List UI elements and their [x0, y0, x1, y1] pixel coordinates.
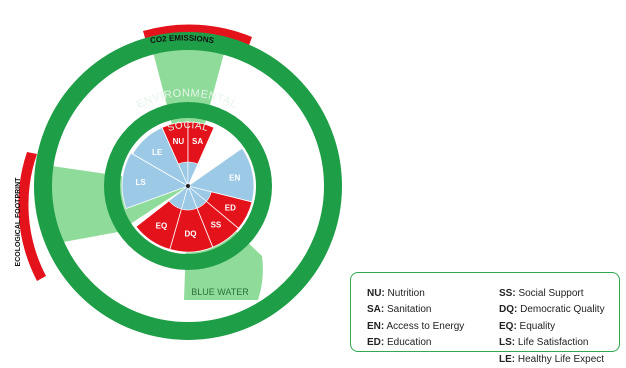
social-wedge-ls [121, 152, 189, 210]
legend-item-le: LE: Healthy Life Expect [499, 353, 605, 365]
legend-column-left: NU: Nutrition SA: Sanitation EN: Access … [367, 286, 464, 352]
co2-emissions-label: CO2 EMISSIONS [149, 34, 215, 46]
social-inner-eq [168, 185, 189, 210]
doughnut-diagram: ENVIRONMENTAL SOCIAL CO2 EMISSIONS ECOLO… [15, 24, 342, 340]
sector-label-ss: SS [211, 220, 222, 229]
social-wedge-le [132, 127, 189, 187]
social-wedges [121, 121, 255, 253]
legend-item-dq: DQ: Democratic Quality [499, 304, 605, 316]
social-wedge-en [187, 147, 255, 203]
legend-item-en: EN: Access to Energy [367, 320, 465, 332]
co2-overshoot-arc [143, 24, 252, 48]
environmental-ring [34, 32, 342, 340]
legend-item-nu: NU: Nutrition [367, 288, 425, 299]
overshoot-arcs [18, 24, 252, 281]
legend: NU: Nutrition SA: Sanitation EN: Access … [350, 272, 620, 365]
sector-label-eq: EQ [156, 221, 168, 230]
social-inner-sa [187, 161, 199, 187]
ecological-footprint-label: ECOLOGICAL FOOTPRINT [15, 177, 22, 267]
center-dot [186, 184, 190, 188]
sector-label-en: EN [229, 173, 240, 182]
blue-water-label: BLUE WATER [191, 287, 249, 297]
sector-label-le: LE [152, 148, 163, 157]
sector-label-ed: ED [225, 204, 236, 213]
legend-item-sa: SA: Sanitation [367, 304, 432, 316]
sector-label-ls: LS [136, 178, 147, 187]
legend-item-ed: ED: Education [367, 337, 432, 349]
sector-label-dq: DQ [184, 229, 196, 238]
legend-item-eq: EQ: Equality [499, 320, 556, 332]
legend-item-ls: LS: Life Satisfaction [499, 337, 589, 349]
legend-column-right: SS: Social Support DQ: Democratic Qualit… [499, 286, 605, 368]
sector-label-nu: NU [173, 137, 185, 146]
social-ring [104, 102, 272, 270]
social-ring-label: SOCIAL [166, 120, 209, 134]
legend-item-ss: SS: Social Support [499, 288, 584, 299]
ecological-footprint-overshoot-arc [18, 152, 46, 281]
sector-label-sa: SA [192, 137, 203, 146]
